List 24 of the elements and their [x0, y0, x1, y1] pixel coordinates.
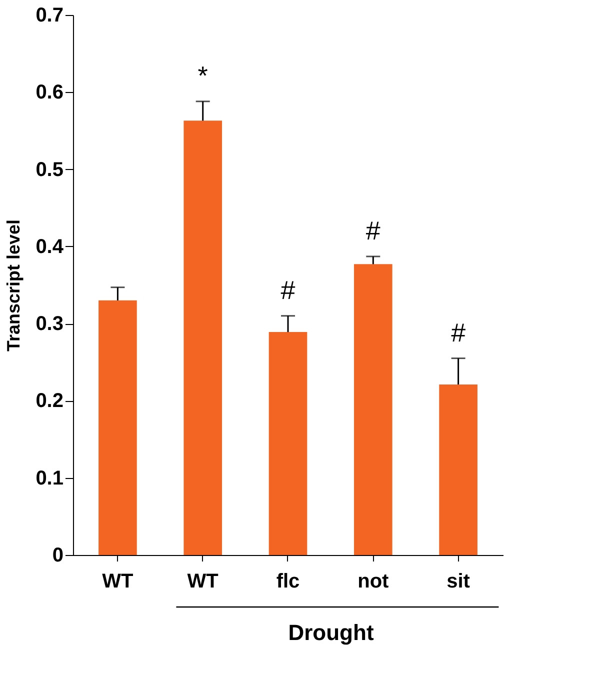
x-tick-label: WT — [102, 570, 134, 592]
text: Drought — [288, 620, 374, 645]
y-tick-label: 0.4 — [36, 236, 64, 258]
bar — [98, 300, 137, 555]
y-tick-label: 0.7 — [36, 4, 64, 26]
x-tick-label: not — [358, 570, 390, 592]
annotation: * — [198, 60, 208, 90]
annotation: # — [451, 317, 466, 348]
y-tick-label: 0.5 — [36, 158, 64, 181]
x-tick-label: flc — [276, 570, 300, 592]
y-tick-label: 0.3 — [36, 313, 64, 336]
bar — [184, 120, 222, 555]
y-tick-label: 0.6 — [36, 82, 64, 104]
y-axis-title: Transcript level — [4, 219, 24, 352]
y-tick-label: 0.1 — [36, 467, 64, 490]
y-tick-label: 0 — [52, 544, 64, 566]
annotation: # — [366, 215, 381, 246]
annotation: # — [280, 274, 296, 305]
bar — [354, 264, 392, 555]
x-tick-label: WT — [187, 570, 218, 592]
x-tick-label: sit — [446, 570, 470, 592]
bar — [439, 384, 478, 555]
bar — [268, 332, 308, 555]
y-tick-label: 0.2 — [36, 390, 64, 412]
